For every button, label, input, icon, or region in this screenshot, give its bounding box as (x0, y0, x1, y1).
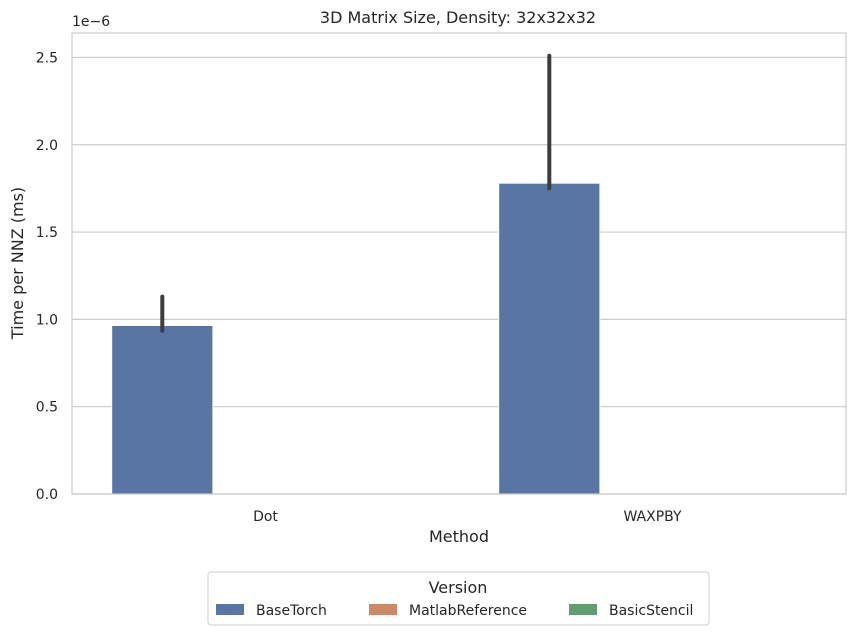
bar-basetorch-waxpby (498, 182, 601, 495)
bar-basetorch-dot (111, 324, 214, 495)
x-axis-ticks: Dot WAXPBY (253, 509, 682, 525)
y-tick-label: 0.5 (36, 400, 58, 416)
legend-label: BasicStencil (609, 603, 693, 619)
y-tick-label: 1.0 (36, 312, 58, 328)
legend-swatch-basicstencil (569, 604, 597, 615)
y-tick-label: 2.0 (36, 138, 58, 154)
bars (111, 182, 601, 495)
legend-entries: BaseTorch MatlabReference BasicStencil (216, 603, 693, 619)
y-axis-label: Time per NNZ (ms) (8, 187, 27, 340)
y-tick-label: 2.5 (36, 50, 58, 66)
error-bars (160, 53, 552, 333)
x-axis-label: Method (429, 527, 489, 546)
y-axis-ticks: 0.0 0.5 1.0 1.5 2.0 2.5 (36, 50, 58, 503)
legend-title: Version (429, 578, 488, 597)
y-axis-offset-label: 1e−6 (72, 14, 110, 30)
y-tick-label: 0.0 (36, 487, 58, 503)
chart-title: 3D Matrix Size, Density: 32x32x32 (320, 8, 596, 27)
legend-swatch-matlabreference (369, 604, 397, 615)
plot-frame (71, 32, 847, 495)
x-tick-label: Dot (253, 509, 278, 525)
y-tick-label: 1.5 (36, 225, 58, 241)
legend-label: MatlabReference (409, 603, 527, 619)
legend: Version BaseTorch MatlabReference BasicSte… (207, 571, 710, 626)
x-tick-label: WAXPBY (623, 509, 682, 525)
legend-label: BaseTorch (256, 603, 327, 619)
legend-swatch-basetorch (216, 604, 244, 615)
